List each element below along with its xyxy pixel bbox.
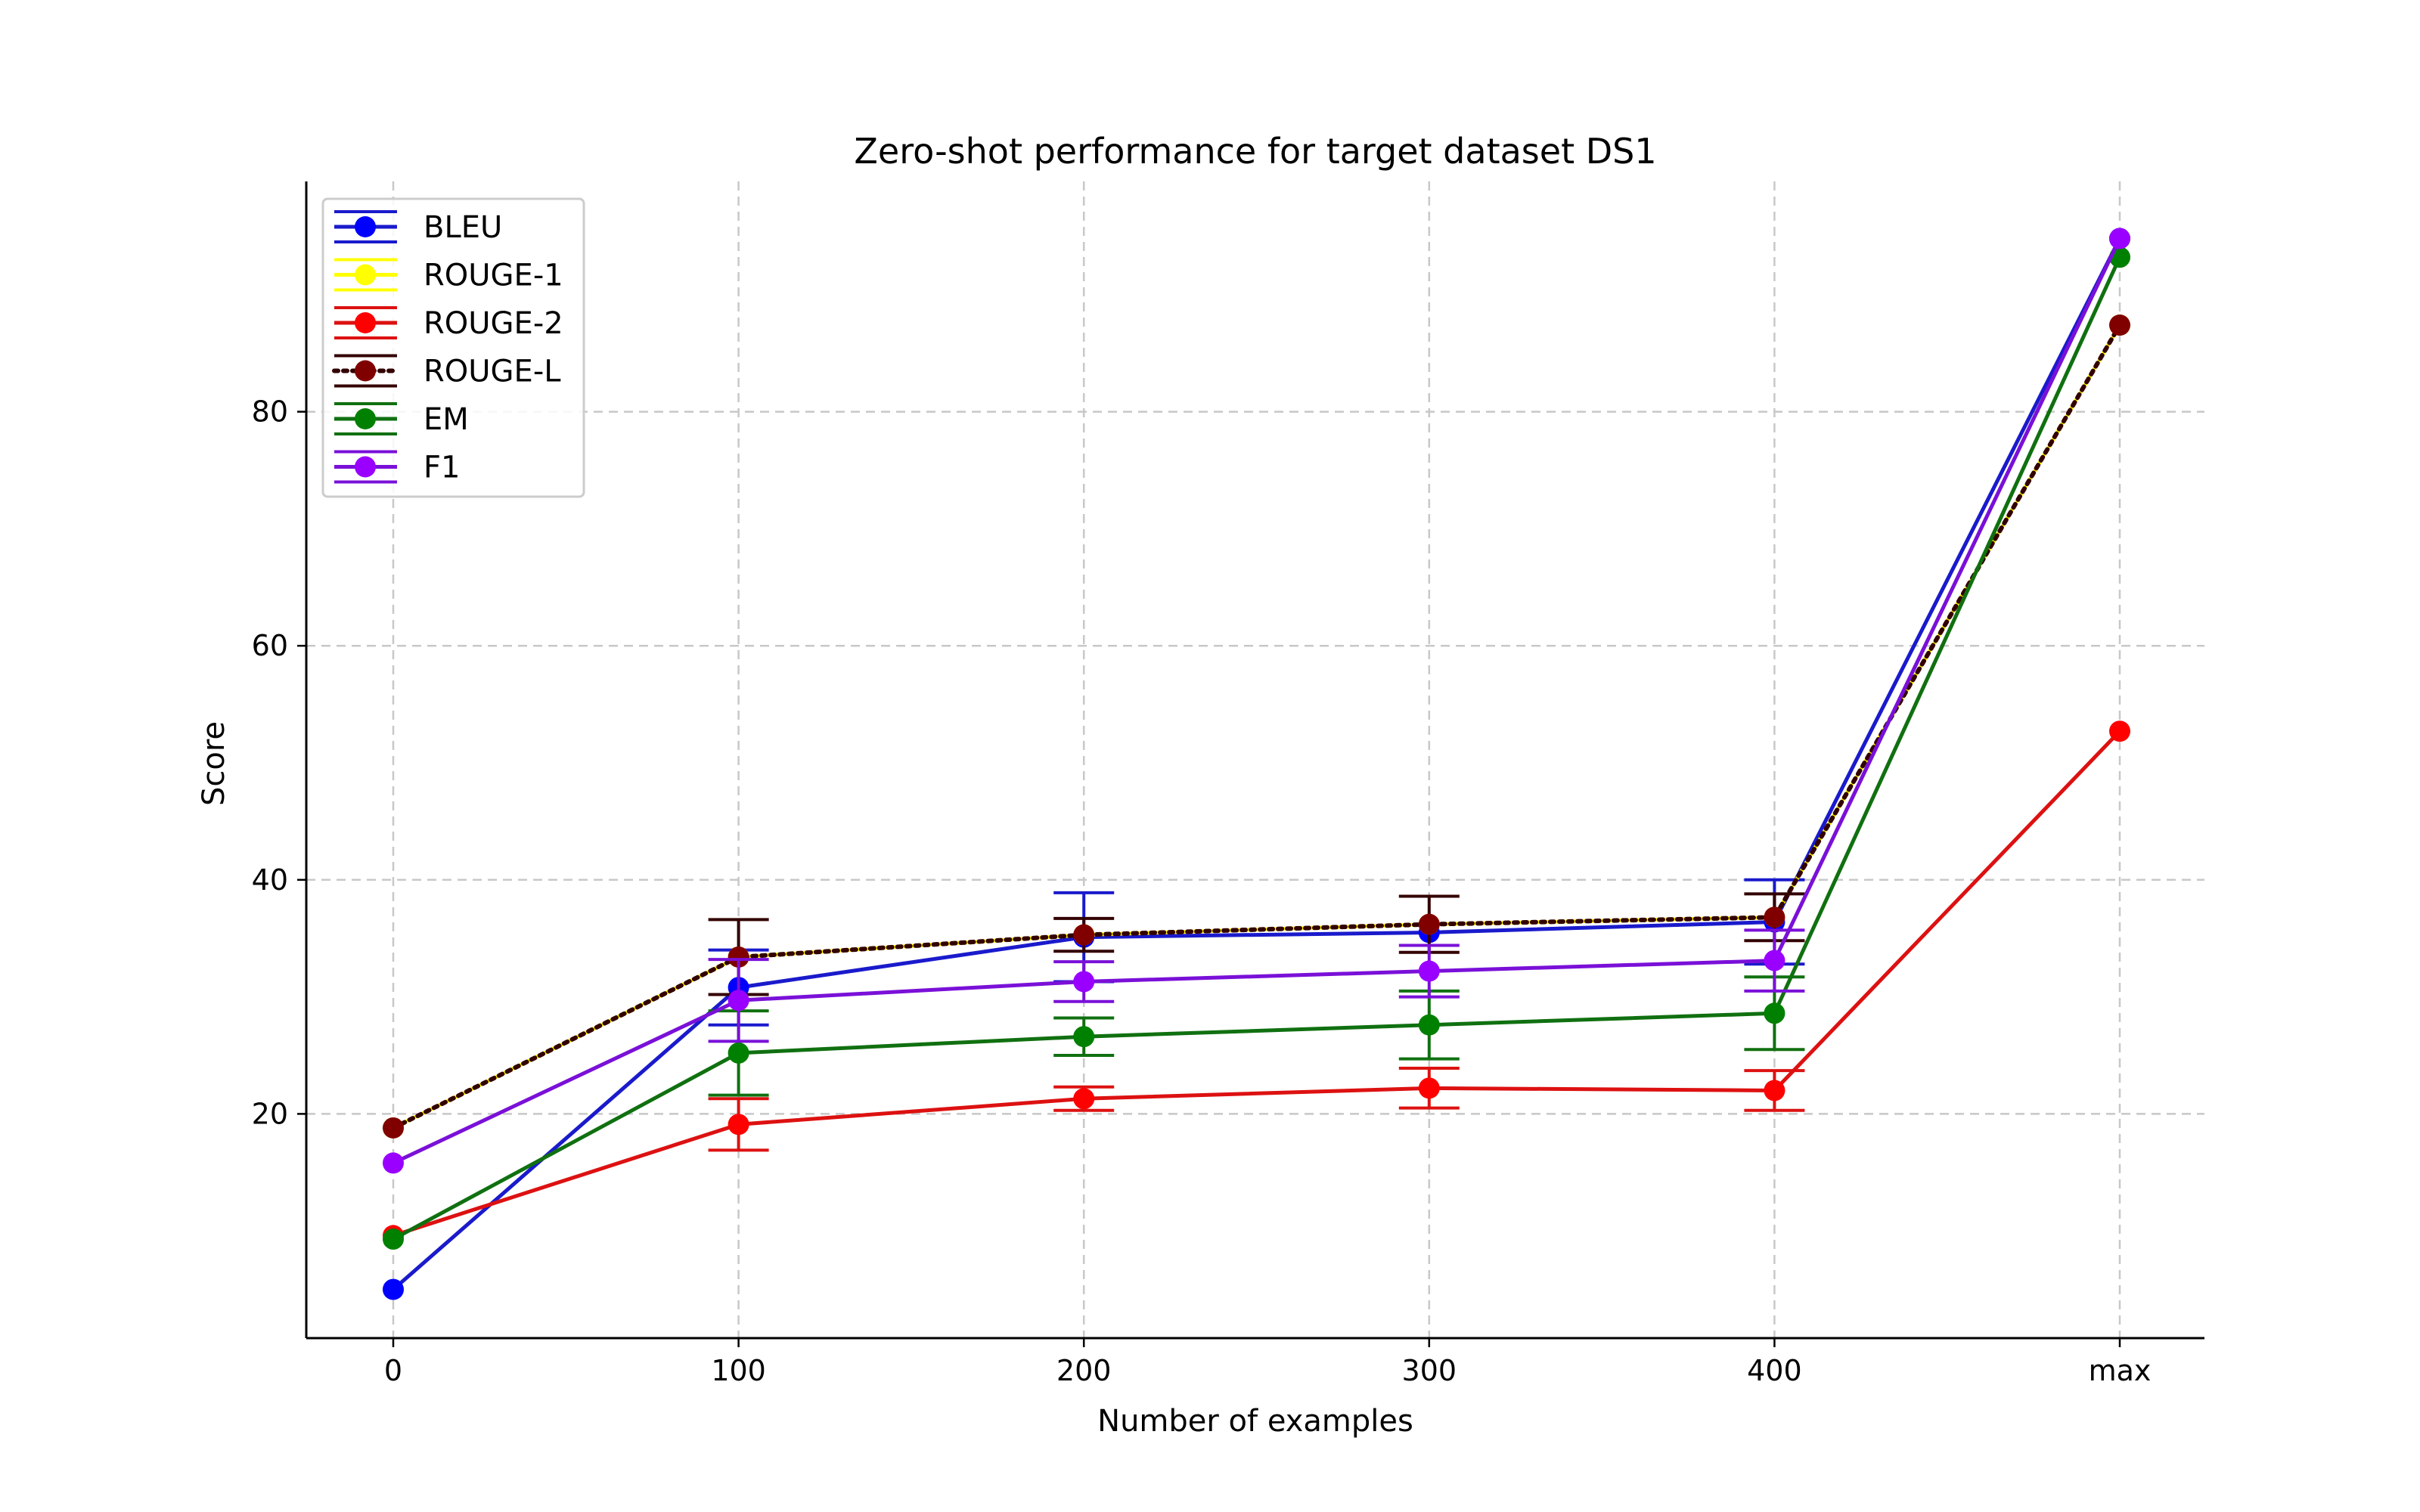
data-point (1073, 924, 1095, 946)
data-point (728, 946, 749, 968)
series-line (392, 256, 2122, 1241)
y-tick-label: 20 (252, 1097, 288, 1130)
data-point (1073, 1088, 1095, 1110)
series-layer (383, 228, 2130, 1300)
data-point (1764, 950, 1786, 971)
data-point (2109, 228, 2130, 249)
series-f1 (383, 228, 2130, 1174)
legend-marker (355, 408, 376, 429)
legend-label: ROUGE-1 (424, 259, 563, 293)
axes (305, 181, 2204, 1340)
x-tick-label: 100 (711, 1354, 766, 1387)
y-axis-title: Score (197, 721, 231, 806)
legend-marker (355, 216, 376, 237)
legend-label: EM (424, 402, 469, 437)
data-point (728, 990, 749, 1012)
legend-label: ROUGE-L (424, 355, 561, 389)
legend-item-bleu: BLEU (334, 210, 502, 245)
legend-item-rouge-1: ROUGE-1 (334, 258, 563, 293)
data-point (1764, 906, 1786, 928)
data-point (2109, 314, 2130, 336)
data-point (1418, 960, 1440, 982)
legend-marker (355, 312, 376, 333)
legend-label: ROUGE-2 (424, 306, 563, 341)
series-rouge-l (383, 314, 2130, 1139)
data-point (383, 1117, 404, 1139)
data-point (1764, 1080, 1786, 1101)
data-point (1073, 1026, 1095, 1048)
data-point (728, 1114, 749, 1136)
data-point (1418, 1077, 1440, 1099)
series-line (392, 730, 2121, 1238)
legend-marker (355, 456, 376, 478)
ticks: 0 100 200 300 400 max 20 40 60 80 (252, 395, 2152, 1387)
legend-label: BLEU (424, 210, 502, 245)
series-line (392, 237, 2122, 1291)
data-point (2109, 720, 2130, 742)
x-tick-label: 0 (384, 1354, 402, 1387)
data-point (383, 1278, 404, 1300)
data-point (728, 1042, 749, 1064)
x-tick-label: 200 (1056, 1354, 1112, 1387)
legend: BLEU ROUGE-1 ROUGE-2 ROUGE-L EM F1 (321, 197, 585, 498)
data-point (383, 1228, 404, 1250)
legend-item-em: EM (334, 402, 469, 437)
legend-marker (355, 360, 376, 382)
x-tick-label: 400 (1747, 1354, 1802, 1387)
y-tick-label: 40 (252, 863, 288, 897)
legend-item-rouge-2: ROUGE-2 (334, 306, 563, 341)
y-tick-label: 60 (252, 629, 288, 662)
series-rouge-2 (383, 720, 2130, 1247)
data-point (1073, 971, 1095, 993)
x-axis-title: Number of examples (1097, 1404, 1413, 1439)
data-point (1418, 913, 1440, 935)
series-line (392, 237, 2122, 1165)
legend-marker (355, 264, 376, 286)
chart-title: Zero-shot performance for target dataset… (854, 131, 1656, 172)
grid (306, 181, 2204, 1338)
data-point (383, 1152, 404, 1174)
data-point (1764, 1002, 1786, 1024)
series-em (383, 246, 2130, 1250)
legend-item-rouge-l: ROUGE-L (332, 354, 561, 389)
legend-label: F1 (424, 451, 460, 485)
series-line (391, 323, 2122, 1130)
legend-item-f1: F1 (334, 450, 460, 485)
x-tick-label: 300 (1402, 1354, 1457, 1387)
series-line (392, 324, 2122, 1130)
data-point (1418, 1014, 1440, 1036)
x-tick-label: max (2089, 1354, 2152, 1387)
y-tick-label: 80 (252, 395, 288, 429)
series-rouge-1 (383, 314, 2130, 1139)
